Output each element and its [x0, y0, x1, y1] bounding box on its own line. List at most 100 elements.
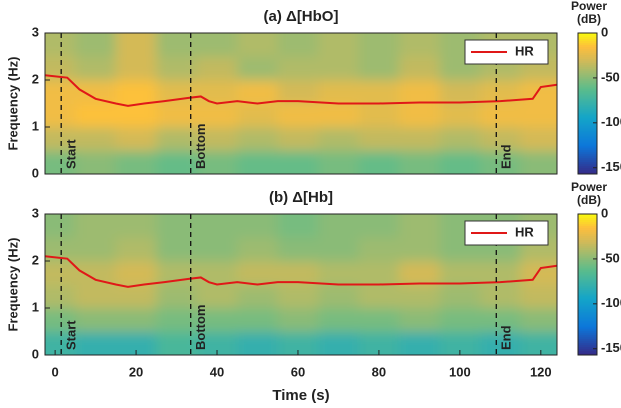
heatmap-cell	[75, 56, 117, 81]
colorbar-band	[578, 218, 597, 221]
colorbar-band	[578, 125, 597, 129]
colorbar-band	[578, 49, 597, 52]
heatmap-cell	[318, 284, 360, 309]
y-axis-label: Frequency (Hz)	[5, 238, 20, 332]
colorbar-band	[578, 260, 597, 263]
heatmap-cell	[237, 80, 279, 104]
colorbar-band	[578, 115, 597, 119]
colorbar-band	[578, 51, 597, 54]
heatmap-cell	[277, 127, 319, 151]
colorbar-tick-label: -50	[601, 250, 620, 265]
plot-frame	[44, 32, 558, 175]
colorbar-band	[578, 81, 597, 84]
colorbar-band	[578, 328, 597, 332]
colorbar-band	[578, 222, 597, 225]
heatmap-cell	[277, 284, 319, 309]
heatmap-cell	[480, 284, 522, 309]
heatmap-cell	[75, 33, 117, 57]
colorbar-band	[578, 159, 597, 163]
colorbar-band	[578, 85, 597, 88]
colorbar-band	[578, 155, 597, 159]
colorbar-band	[578, 35, 597, 38]
x-tick-label: 100	[449, 364, 471, 379]
colorbar-band	[578, 61, 597, 64]
colorbar-band	[578, 342, 597, 346]
colorbar-band	[578, 153, 597, 157]
heatmap-cell	[399, 214, 441, 238]
heatmap-cell	[237, 237, 279, 262]
colorbar-band	[578, 109, 597, 113]
colorbar-band	[578, 87, 597, 90]
colorbar-band	[578, 348, 597, 352]
colorbar-band	[578, 234, 597, 237]
heatmap-cell	[399, 80, 441, 104]
y-tick-label: 2	[32, 252, 39, 267]
heatmap-cell	[196, 237, 238, 262]
heatmap-cell	[237, 214, 279, 238]
heatmap-cell	[399, 308, 441, 332]
heatmap-cell	[318, 308, 360, 332]
event-label: Start	[64, 139, 79, 169]
heatmap-cell	[115, 331, 157, 355]
heatmap-cell	[520, 103, 557, 128]
colorbar-band	[578, 240, 597, 243]
heatmap-cell	[237, 150, 279, 174]
colorbar-band	[578, 79, 597, 82]
heatmap-cell	[196, 331, 238, 355]
heatmap-cell	[196, 80, 238, 104]
colorbar-band	[578, 43, 597, 46]
colorbar-band	[578, 304, 597, 308]
heatmap-cell	[520, 150, 557, 174]
colorbar-band	[578, 67, 597, 70]
x-tick-label: 20	[129, 364, 143, 379]
colorbar-band	[578, 226, 597, 229]
heatmap-cell	[115, 150, 157, 174]
colorbar-band	[578, 57, 597, 60]
colorbar-band	[578, 242, 597, 245]
heatmap-cell	[318, 103, 360, 128]
colorbar-band	[578, 292, 597, 296]
colorbar-band	[578, 55, 597, 58]
colorbar-frame	[577, 32, 598, 175]
heatmap-cell	[399, 284, 441, 309]
colorbar-band	[578, 314, 597, 318]
heatmap-cell	[75, 80, 117, 104]
heatmap-cell	[156, 331, 198, 355]
heatmap-cell	[45, 103, 76, 128]
colorbar-band	[578, 135, 597, 139]
colorbar-band	[578, 149, 597, 153]
colorbar-band	[578, 151, 597, 155]
x-tick-label: 80	[372, 364, 386, 379]
colorbar-band	[578, 290, 597, 294]
heatmap-cell	[75, 261, 117, 285]
colorbar-frame	[577, 213, 598, 356]
colorbar-band	[578, 141, 597, 145]
colorbar-band	[578, 93, 597, 96]
heatmap-cell	[520, 284, 557, 309]
colorbar-band	[578, 73, 597, 76]
heatmap-cell	[75, 237, 117, 262]
event-label: End	[499, 144, 514, 169]
heatmap-cell	[156, 308, 198, 332]
colorbar-band	[578, 250, 597, 253]
x-tick-label: 120	[530, 364, 552, 379]
colorbar-band	[578, 105, 597, 109]
colorbar-band	[578, 161, 597, 165]
hr-line	[45, 255, 557, 288]
colorbar-band	[578, 324, 597, 328]
heatmap-cell	[115, 308, 157, 332]
heatmap-cell	[45, 150, 76, 174]
colorbar-tick-label: -150	[601, 159, 621, 174]
heatmap-cell	[156, 150, 198, 174]
y-axis-label: Frequency (Hz)	[5, 57, 20, 151]
heatmap-cell	[75, 127, 117, 151]
colorbar-band	[578, 113, 597, 117]
heatmap-cell	[196, 284, 238, 309]
heatmap-cell	[318, 56, 360, 81]
plot-frame	[44, 213, 558, 356]
colorbar-band	[578, 53, 597, 56]
heatmap-cell	[115, 127, 157, 151]
heatmap-cell	[196, 308, 238, 332]
colorbar-band	[578, 302, 597, 306]
colorbar-band	[578, 278, 597, 281]
